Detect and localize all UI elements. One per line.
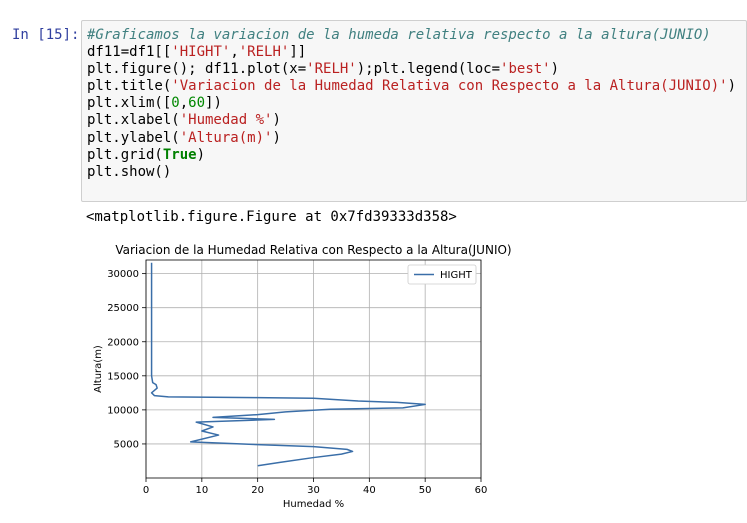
code-token: ) [727,78,737,95]
code-line: #Graficamos la variacion de la humeda re… [87,27,711,43]
code-token: 'Altura(m)' [179,129,273,146]
chart-title: Variacion de la Humedad Relativa con Res… [115,243,511,257]
code-line: plt.xlabel('Humedad %') [87,112,281,128]
x-tick-label: 30 [307,485,320,496]
code-line: plt.grid(True) [87,147,205,163]
code-line: plt.show() [87,164,171,180]
code-token: 'best' [500,61,551,78]
x-tick-label: 0 [143,485,149,496]
code-block[interactable]: #Graficamos la variacion de la humeda re… [87,27,736,181]
code-token: ) [272,129,281,146]
x-tick-label: 20 [251,485,264,496]
code-token: ) [550,61,560,78]
code-token: ) [272,112,281,129]
code-token: df11=df1[[ [87,44,172,61]
code-token: 'Humedad %' [179,112,273,129]
code-line: plt.title('Variacion de la Humedad Relat… [87,78,736,94]
code-line: plt.ylabel('Altura(m)') [87,130,281,146]
line-chart: Variacion de la Humedad Relativa con Res… [93,243,512,510]
legend-box [407,264,477,285]
plot-frame [145,259,482,479]
code-token: , [179,95,189,112]
y-tick-label: 30000 [107,269,139,280]
code-token: ]] [289,44,307,61]
x-tick-label: 60 [475,485,488,496]
code-line: plt.xlim([0,60]) [87,95,222,111]
code-token: plt.show() [87,163,172,180]
code-token: 'Variacion de la Humedad Relativa con Re… [171,78,728,95]
y-tick-label: 10000 [107,405,139,416]
y-axis-label: Altura(m) [93,345,104,393]
code-line: df11=df1[['HIGHT','RELH']] [87,44,306,60]
code-token: 60 [188,95,206,112]
y-tick-label: 5000 [114,439,139,450]
cell-prompt: In [15]: [12,27,80,43]
x-tick-label: 50 [419,485,432,496]
code-token: );plt.legend(loc= [356,61,501,78]
output-text: <matplotlib.figure.Figure at 0x7fd39333d… [86,209,457,225]
x-tick-label: 10 [195,485,208,496]
code-token: plt.grid( [87,146,163,163]
series-line-hight [150,262,426,467]
y-tick-label: 15000 [107,371,139,382]
code-token: plt.xlabel( [87,112,180,129]
x-axis-label: Humedad % [283,499,344,510]
code-token: plt.xlim([ [87,95,172,112]
code-input-area[interactable]: #Graficamos la variacion de la humeda re… [81,20,747,202]
y-tick-label: 25000 [107,303,139,314]
code-token: plt.ylabel( [87,129,180,146]
code-token: ) [196,146,206,163]
code-token: True [162,146,197,163]
code-token: 'RELH' [306,61,357,78]
code-line: plt.figure(); df11.plot(x='RELH');plt.le… [87,61,559,77]
code-token: 0 [171,95,180,112]
y-tick-label: 20000 [107,337,139,348]
code-token: plt.figure(); df11.plot(x= [87,61,307,78]
code-token: 'RELH' [238,44,290,61]
code-token: #Graficamos la variacion de la humeda re… [87,27,711,43]
code-token: ]) [205,95,222,112]
code-token: , [230,44,239,61]
code-token: 'HIGHT' [171,44,231,61]
x-tick-label: 40 [363,485,376,496]
legend-label: HIGHT [440,270,473,281]
code-token: plt.title( [87,78,172,95]
